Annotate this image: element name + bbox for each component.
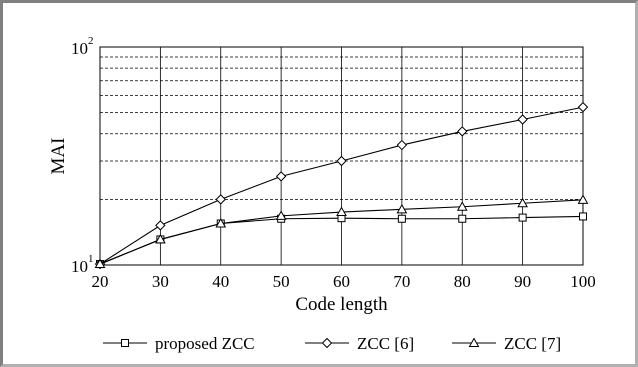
legend-label: ZCC [7] [504,334,561,353]
legend-label: proposed ZCC [155,334,255,353]
data-point [336,155,347,167]
series-triangle [94,194,589,269]
data-point [517,197,528,208]
data-point [456,201,468,211]
legend-entry: proposed ZCC [103,334,255,353]
data-point [155,220,166,231]
x-tick-label: 60 [333,272,350,291]
legend-marker [321,337,333,349]
y-tick-label: 10 [71,257,88,276]
data-point [517,114,528,125]
y-tick-exponent: 2 [88,35,94,47]
data-point [397,214,406,223]
data-point [215,217,227,228]
y-tick-exponent: 1 [88,253,94,265]
y-tick-base: 10 [71,39,88,58]
legend-marker [468,337,480,347]
series-layer [94,101,589,270]
x-tick-label: 70 [393,272,410,291]
legend-label: ZCC [6] [357,334,414,353]
x-tick-label: 90 [514,272,531,291]
data-point [215,194,226,205]
x-tick-label: 50 [273,272,290,291]
x-tick-label: 30 [152,272,169,291]
data-point [94,258,106,269]
data-point [275,171,287,182]
legend: proposed ZCC ZCC [6] ZCC [7] [103,334,561,353]
legend-entry: ZCC [6] [305,334,414,353]
data-point [577,101,589,113]
x-tick-label: 20 [92,272,109,291]
data-point [579,212,587,221]
y-tick-base: 10 [71,257,88,276]
y-tick-label: 10 [71,39,88,58]
x-tick-label: 40 [212,272,229,291]
data-point [396,139,408,151]
data-point [458,214,467,223]
data-point [336,206,347,217]
y-axis-label: MAI [48,138,69,175]
plot-area-border [99,46,584,266]
x-axis-label: Code length [295,294,388,315]
data-point [155,233,166,244]
data-point [518,213,527,222]
x-tick-label: 100 [570,272,596,291]
data-point [457,126,468,137]
x-tick-label: 80 [454,272,471,291]
legend-entry: ZCC [7] [452,334,561,353]
data-point [396,203,408,214]
legend-marker [121,339,129,347]
data-point [577,194,589,204]
data-point [275,210,287,220]
